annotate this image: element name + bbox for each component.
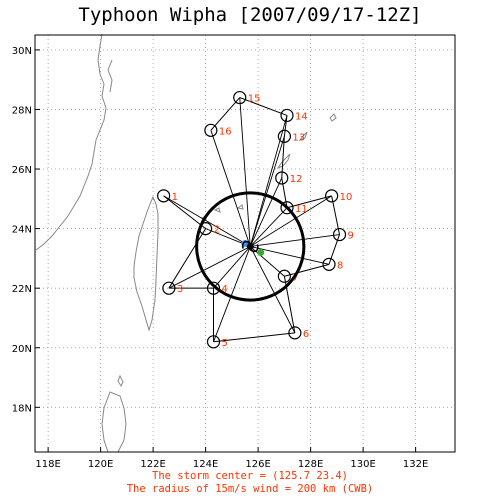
- track-segment: [281, 136, 285, 179]
- lon-tick-label: 128E: [298, 459, 323, 470]
- lon-tick-label: 122E: [140, 459, 165, 470]
- china-coast-inner: [107, 59, 113, 93]
- grid-lines: [35, 35, 455, 452]
- wind-radius-circle: [195, 191, 306, 302]
- track-point-label: 11: [295, 204, 308, 215]
- track-point-circle: [275, 171, 289, 185]
- okinawa-island: [276, 153, 291, 170]
- track-point-circle: [157, 189, 171, 203]
- track-segment: [210, 97, 241, 131]
- track-point-label: 12: [290, 174, 303, 185]
- storm-center-dot: [246, 242, 254, 250]
- lon-tick-label: 118E: [35, 459, 60, 470]
- axis-tick-labels: 118E 120E 122E 124E 126E 128E 130E 132E18N20N22…: [12, 46, 429, 470]
- small-island-north-luzon: [117, 374, 124, 388]
- spoke-line: [249, 177, 283, 247]
- track-point-label: 13: [292, 132, 305, 143]
- map-frame: [34, 34, 456, 453]
- track-point-label: 4: [222, 284, 228, 295]
- track-point-circle: [206, 335, 221, 349]
- spoke-line: [163, 195, 251, 247]
- track-segment: [284, 263, 330, 277]
- lat-tick-label: 18N: [12, 403, 32, 414]
- storm-center-symbol: [241, 240, 259, 253]
- track-point-circle: [325, 189, 339, 203]
- track-point-label: 3: [177, 284, 183, 295]
- track-segment: [213, 332, 295, 343]
- lon-tick-label: 126E: [245, 459, 270, 470]
- center-swirl-upper: [241, 240, 251, 249]
- ryukyu-islet-2: [213, 207, 221, 213]
- lat-tick-label: 22N: [12, 284, 32, 295]
- track-point-circle: [277, 129, 291, 143]
- spoke-line: [249, 246, 296, 334]
- luzon-coastline: [101, 391, 127, 453]
- wind-radius: [195, 191, 306, 302]
- track-point-circle: [206, 281, 221, 295]
- track-segment: [281, 177, 288, 208]
- center-swirl-lower: [249, 244, 259, 253]
- track-point-label: 10: [340, 192, 353, 203]
- track-point-circle: [233, 90, 247, 105]
- spoke-line: [250, 246, 330, 265]
- track-point-label: 5: [222, 338, 228, 349]
- track-point-circle: [204, 123, 218, 137]
- marker-green: [257, 248, 265, 256]
- track-segment: [239, 97, 288, 116]
- track-point-circle: [332, 227, 347, 242]
- lon-tick-label: 120E: [88, 459, 113, 470]
- track-segment: [328, 234, 340, 265]
- spoke-line: [168, 246, 251, 289]
- track-segment: [283, 115, 288, 137]
- track-point-label: 6: [303, 329, 309, 340]
- map-title: Typhoon Wipha [2007/09/17-12Z]: [78, 4, 422, 26]
- daito-island: [329, 113, 337, 122]
- storm-center-note: The storm center = (125.7 23.4): [152, 470, 348, 482]
- amami-island: [298, 131, 308, 142]
- lat-tick-label: 20N: [12, 344, 32, 355]
- lat-tick-label: 24N: [12, 225, 32, 236]
- lon-tick-label: 124E: [193, 459, 218, 470]
- lat-tick-label: 26N: [12, 165, 32, 176]
- spoke-line: [210, 130, 251, 247]
- taiwan-coastline: [133, 195, 159, 332]
- wind-radius-note: The radius of 15m/s wind = 200 km (CWB): [126, 483, 374, 495]
- spoke-line: [249, 207, 288, 247]
- track-point-circle: [280, 201, 294, 215]
- track-segment: [163, 195, 206, 230]
- track-point-circle: [277, 269, 291, 283]
- track-point-circle: [162, 281, 176, 295]
- spoke-line: [213, 246, 251, 342]
- spoke-line: [250, 195, 332, 247]
- lat-tick-label: 30N: [12, 46, 32, 57]
- spoke-line: [213, 246, 251, 289]
- track-point-label: 9: [348, 231, 354, 242]
- track-segment: [286, 195, 332, 209]
- track-point-label: 1: [172, 192, 178, 203]
- track-point-circle: [322, 257, 336, 271]
- lat-tick-label: 28N: [12, 105, 32, 116]
- lon-tick-label: 130E: [350, 459, 375, 470]
- track-point-label: 16: [219, 126, 232, 137]
- spoke-line: [249, 115, 288, 247]
- track-point-circle: [280, 108, 294, 123]
- china-coastline: [35, 33, 107, 251]
- spoke-line: [250, 234, 340, 247]
- track-point-label: 2: [214, 225, 220, 236]
- lon-tick-label: 132E: [403, 459, 428, 470]
- track-point-label: 15: [248, 94, 261, 105]
- spoke-line: [239, 97, 251, 247]
- ryukyu-islet-1: [236, 204, 244, 210]
- coastlines: [35, 33, 337, 453]
- track-segment: [168, 228, 207, 289]
- track-point-label: 8: [337, 260, 343, 271]
- spoke-line: [249, 136, 285, 247]
- track-point-circle: [288, 326, 302, 340]
- track-point-label: 14: [295, 111, 308, 122]
